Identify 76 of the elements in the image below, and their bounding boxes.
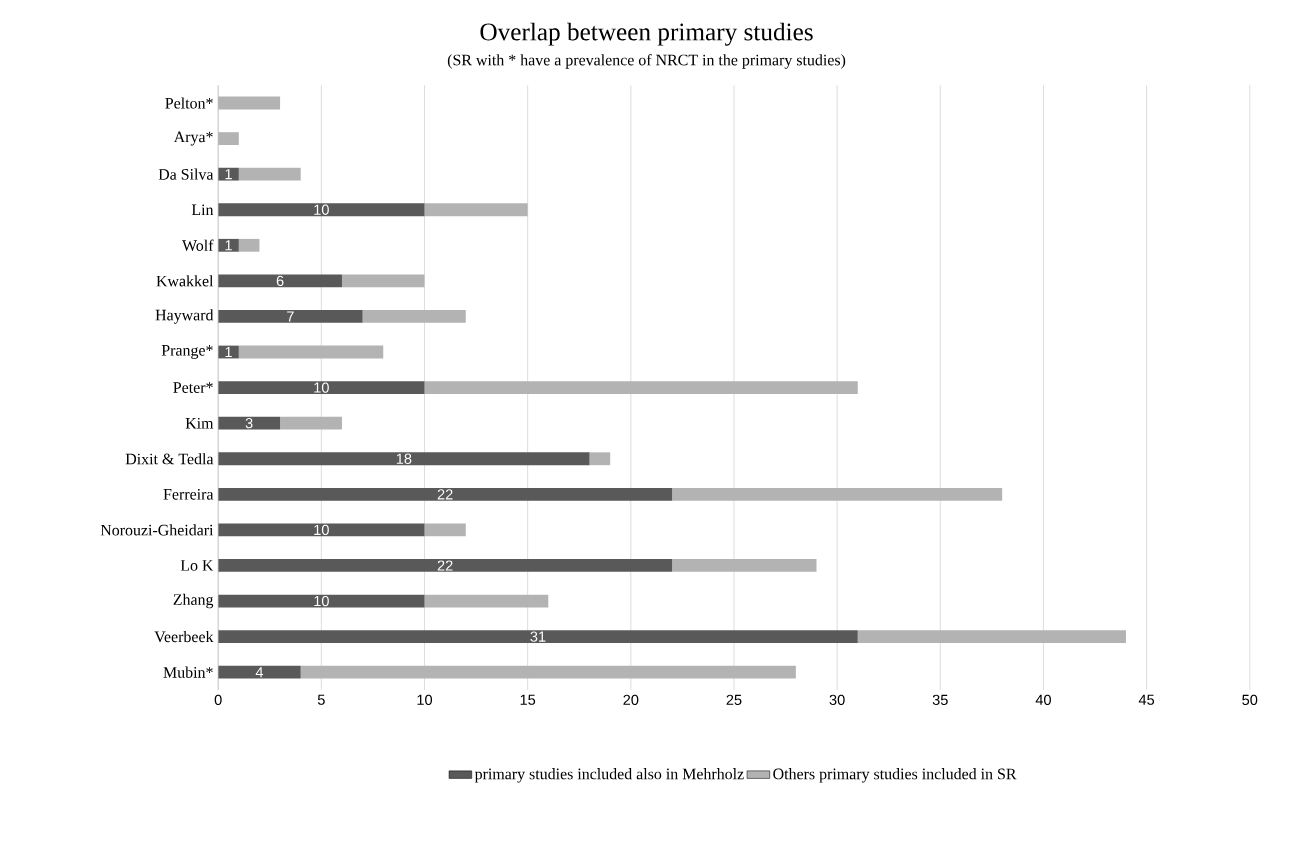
data-label: 1 <box>225 169 232 180</box>
bar <box>672 558 817 572</box>
bar <box>857 630 1126 643</box>
y-tick-label: Pelton* <box>165 97 213 109</box>
bar <box>341 274 425 288</box>
y-tick-label: Veerbeek <box>154 630 214 643</box>
y-tick-label: Zhang <box>173 593 214 609</box>
y-tick-label: Ferreira <box>163 488 214 500</box>
x-tick-label: 30 <box>829 694 845 705</box>
data-label: 3 <box>245 417 253 429</box>
bar <box>218 203 425 217</box>
bar <box>424 594 549 608</box>
data-label: 18 <box>396 453 412 464</box>
bar <box>672 487 1003 501</box>
bar <box>218 238 239 252</box>
chart-subtitle: (SR with * have a prevalence of NRCT in the primary studies) <box>447 53 846 69</box>
bar <box>362 309 466 323</box>
y-tick-label: Dixit & Tedla <box>125 453 214 465</box>
bar <box>218 665 301 679</box>
y-tick-label: Hayward <box>155 309 214 324</box>
x-tick-label: 35 <box>932 694 948 705</box>
bar <box>218 594 425 608</box>
data-label: 22 <box>437 489 453 500</box>
bar <box>424 203 528 217</box>
chart-title: Overlap between primary studies <box>480 22 813 46</box>
y-tick-label: Peter* <box>173 382 213 393</box>
bar <box>218 630 858 643</box>
x-tick-label: 15 <box>520 694 536 705</box>
x-tick-label: 10 <box>417 694 433 705</box>
x-tick-label: 5 <box>317 694 325 705</box>
y-tick-label: Lo K <box>180 560 214 571</box>
data-label: 6 <box>276 275 284 286</box>
bar <box>238 345 384 359</box>
bar <box>218 381 425 394</box>
bar <box>300 665 796 679</box>
data-label: 10 <box>314 382 329 393</box>
x-tick-label: 25 <box>726 694 742 705</box>
bar <box>280 416 342 430</box>
x-tick-label: 20 <box>623 694 639 705</box>
data-label: 1 <box>225 346 232 357</box>
bar <box>238 167 301 181</box>
data-label: 7 <box>287 311 294 322</box>
bar <box>218 309 363 323</box>
y-tick-label: Lin <box>191 204 214 215</box>
bar <box>218 416 281 430</box>
y-tick-label: Wolf <box>182 239 214 251</box>
bar <box>218 523 425 537</box>
bar <box>218 452 590 466</box>
bar <box>589 452 611 466</box>
x-tick-label: 40 <box>1035 694 1051 705</box>
y-tick-label: Norouzi-Gheidari <box>100 524 214 536</box>
data-label: 10 <box>314 204 329 215</box>
y-tick-label: Kim <box>185 417 214 429</box>
y-tick-label: Prange* <box>161 345 213 359</box>
bar <box>424 523 466 537</box>
y-tick-label: Kwakkel <box>156 275 214 287</box>
bar <box>238 238 260 252</box>
legend-label: Others primary studies included in SR <box>773 768 1017 783</box>
data-label: 10 <box>314 524 329 535</box>
bar <box>218 274 342 288</box>
y-tick-label: Arya* <box>173 131 213 146</box>
data-label: 31 <box>530 631 546 642</box>
bar <box>218 487 673 501</box>
y-tick-label: Da Silva <box>158 168 214 180</box>
bar <box>218 558 673 572</box>
x-tick-label: 50 <box>1242 694 1258 705</box>
x-tick-label: 0 <box>214 694 222 705</box>
data-label: 22 <box>437 560 453 571</box>
bar <box>424 381 858 394</box>
y-tick-label: Mubin* <box>163 666 213 678</box>
legend-label: primary studies included also in Mehrholz <box>474 768 744 783</box>
x-tick-label: 45 <box>1138 694 1155 705</box>
bar <box>218 167 239 181</box>
data-label: 4 <box>255 667 264 678</box>
data-label: 10 <box>314 595 329 607</box>
data-label: 1 <box>225 240 232 251</box>
